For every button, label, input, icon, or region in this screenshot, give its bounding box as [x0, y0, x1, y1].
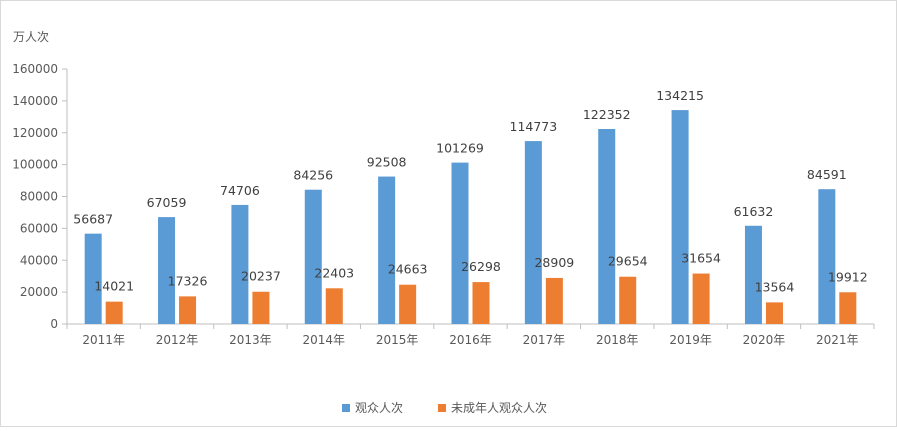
data-label-visitors: 84256 — [293, 168, 333, 183]
bar-minor-visitors — [472, 282, 490, 324]
data-label-minor-visitors: 19912 — [828, 269, 868, 284]
y-tick-label: 140000 — [12, 94, 58, 108]
x-tick-label: 2011年 — [82, 333, 125, 347]
data-label-minor-visitors: 22403 — [314, 265, 354, 280]
bars — [84, 110, 857, 324]
bar-visitors — [524, 141, 542, 324]
data-label-minor-visitors: 24663 — [388, 262, 428, 277]
x-tick-label: 2018年 — [596, 333, 639, 347]
y-tick-label: 100000 — [12, 158, 58, 172]
y-tick-label: 120000 — [12, 126, 58, 140]
legend: 观众人次 未成年人观众人次 — [342, 401, 547, 415]
data-labels: 56687 14021 67059 17326 74706 20237 84256 22403… — [73, 88, 867, 294]
y-tick-label: 80000 — [20, 190, 58, 204]
bar-visitors — [744, 225, 762, 324]
data-label-minor-visitors: 31654 — [681, 251, 721, 266]
bar-visitors — [304, 189, 322, 324]
bar-minor-visitors — [765, 302, 783, 324]
bar-visitors — [451, 162, 469, 324]
y-axis-unit-label: 万人次 — [13, 30, 49, 44]
bar-visitors — [598, 129, 616, 324]
bar-minor-visitors — [545, 277, 563, 324]
bar-minor-visitors — [105, 301, 123, 324]
data-label-minor-visitors: 28909 — [534, 255, 574, 270]
axes: 0 20000 40000 60000 80000 100000 120000 140000 1… — [12, 62, 875, 347]
bar-visitors — [671, 110, 689, 324]
data-label-visitors: 56687 — [73, 212, 113, 227]
bar-visitors — [158, 217, 176, 324]
bar-minor-visitors — [325, 288, 343, 324]
bar-visitors — [231, 204, 249, 324]
legend-item-minor-visitors: 未成年人观众人次 — [438, 401, 547, 415]
x-tick-label: 2017年 — [523, 333, 566, 347]
x-tick-label: 2020年 — [743, 333, 786, 347]
legend-item-visitors: 观众人次 — [342, 401, 403, 415]
legend-swatch — [342, 404, 350, 412]
y-tick-label: 0 — [50, 317, 58, 331]
legend-label: 未成年人观众人次 — [451, 401, 547, 415]
data-label-minor-visitors: 29654 — [608, 254, 648, 269]
data-label-visitors: 114773 — [510, 119, 558, 134]
data-label-minor-visitors: 26298 — [461, 259, 501, 274]
data-label-visitors: 92508 — [367, 155, 407, 170]
bar-minor-visitors — [399, 284, 417, 324]
data-label-visitors: 122352 — [583, 107, 631, 122]
bar-visitors — [84, 233, 102, 324]
x-tick-label: 2015年 — [376, 333, 419, 347]
y-tick-label: 40000 — [20, 253, 58, 267]
data-label-visitors: 74706 — [220, 183, 260, 198]
legend-label: 观众人次 — [355, 401, 403, 415]
bar-visitors — [818, 189, 836, 324]
bar-visitors — [378, 176, 396, 324]
y-tick-label: 160000 — [12, 62, 58, 76]
x-tick-label: 2021年 — [816, 333, 859, 347]
bar-minor-visitors — [839, 292, 857, 324]
x-tick-label: 2016年 — [449, 333, 492, 347]
x-tick-label: 2012年 — [156, 333, 199, 347]
data-label-minor-visitors: 20237 — [241, 269, 281, 284]
x-tick-label: 2019年 — [669, 333, 712, 347]
bar-minor-visitors — [692, 273, 710, 324]
x-tick-label: 2013年 — [229, 333, 272, 347]
data-label-visitors: 84591 — [807, 167, 847, 182]
data-label-minor-visitors: 17326 — [168, 273, 208, 288]
data-label-visitors: 67059 — [147, 195, 187, 210]
bar-minor-visitors — [179, 296, 197, 324]
bar-minor-visitors — [252, 291, 270, 324]
y-tick-label: 60000 — [20, 221, 58, 235]
x-tick-label: 2014年 — [302, 333, 345, 347]
data-label-minor-visitors: 13564 — [755, 279, 795, 294]
data-label-visitors: 101269 — [436, 141, 484, 156]
legend-swatch — [438, 404, 446, 412]
data-label-minor-visitors: 14021 — [94, 279, 134, 294]
data-label-visitors: 61632 — [734, 204, 774, 219]
data-label-visitors: 134215 — [656, 88, 704, 103]
y-tick-label: 20000 — [20, 285, 58, 299]
bar-minor-visitors — [619, 276, 637, 324]
